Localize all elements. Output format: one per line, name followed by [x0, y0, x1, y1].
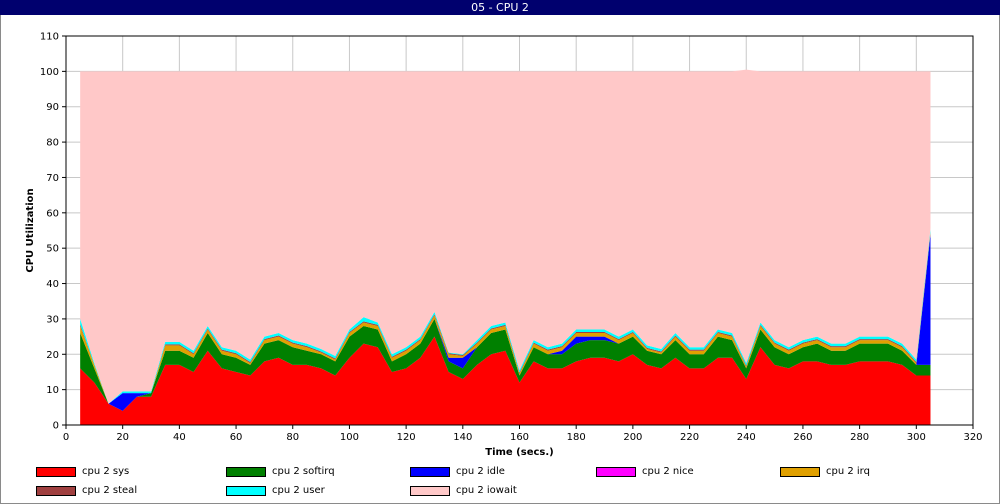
x-tick-label: 160 — [510, 432, 529, 443]
legend-item: cpu 2 softirq — [226, 466, 335, 480]
x-tick-label: 20 — [116, 432, 129, 443]
x-tick-label: 180 — [567, 432, 586, 443]
x-tick-label: 40 — [173, 432, 186, 443]
x-tick-label: 140 — [453, 432, 472, 443]
legend-swatch — [596, 467, 636, 477]
x-tick-label: 220 — [680, 432, 699, 443]
y-tick-label: 50 — [46, 244, 59, 255]
y-tick-label: 80 — [46, 138, 59, 149]
x-tick-label: 300 — [907, 432, 926, 443]
legend-swatch — [410, 486, 450, 496]
legend-label: cpu 2 idle — [456, 466, 505, 477]
legend-item: cpu 2 user — [226, 485, 325, 499]
legend-label: cpu 2 sys — [82, 466, 130, 477]
y-tick-label: 20 — [46, 350, 59, 361]
legend-swatch — [226, 486, 266, 496]
x-tick-label: 200 — [623, 432, 642, 443]
y-tick-label: 90 — [46, 102, 59, 113]
legend-label: cpu 2 steal — [82, 485, 138, 496]
x-tick-label: 320 — [963, 432, 982, 443]
legend-label: cpu 2 iowait — [456, 485, 517, 496]
legend-item: cpu 2 sys — [36, 466, 129, 480]
legend-swatch — [36, 486, 76, 496]
area-series-cpu-2-iowait — [80, 69, 931, 404]
cpu-utilization-chart: 0 20 40 60 80 100 120 140 160 180 200 220 240 260 280 3… — [25, 32, 983, 459]
chart-title: 05 - CPU 2 — [471, 1, 529, 14]
x-axis-label: Time (secs.) — [485, 447, 554, 458]
area-series-cpu-2-softirq — [80, 318, 931, 411]
legend-swatch — [226, 467, 266, 477]
x-tick-label: 260 — [793, 432, 812, 443]
y-tick-label: 60 — [46, 208, 59, 219]
x-tick-label: 0 — [63, 432, 69, 443]
chart-panel: 0 20 40 60 80 100 120 140 160 180 200 220 240 260 280 3… — [0, 15, 1000, 504]
legend-swatch — [36, 467, 76, 477]
x-axis-ticks: 0 20 40 60 80 100 120 140 160 180 200 220 240 260 280 3… — [63, 425, 983, 443]
x-tick-label: 280 — [850, 432, 869, 443]
x-tick-label: 120 — [397, 432, 416, 443]
stacked-areas — [80, 69, 931, 425]
y-axis-ticks: 0 10 20 30 40 50 60 70 80 90 100 110 — [40, 32, 66, 432]
y-tick-label: 40 — [46, 279, 59, 290]
legend-label: cpu 2 softirq — [272, 466, 335, 477]
legend-swatch — [780, 467, 820, 477]
y-tick-label: 100 — [40, 67, 59, 78]
legend-swatch — [410, 467, 450, 477]
legend-item: cpu 2 irq — [780, 466, 870, 480]
y-tick-label: 10 — [46, 385, 59, 396]
legend-item: cpu 2 nice — [596, 466, 694, 480]
y-tick-label: 0 — [53, 421, 59, 432]
legend-item: cpu 2 idle — [410, 466, 505, 480]
legend-item: cpu 2 steal — [36, 485, 137, 499]
y-tick-label: 70 — [46, 173, 59, 184]
chart-title-bar: 05 - CPU 2 — [0, 0, 1000, 15]
x-tick-label: 60 — [230, 432, 243, 443]
y-tick-label: 30 — [46, 314, 59, 325]
legend-item: cpu 2 iowait — [410, 485, 517, 499]
legend-label: cpu 2 nice — [642, 466, 694, 477]
area-series-cpu-2-sys — [80, 336, 931, 425]
legend-label: cpu 2 user — [272, 485, 325, 496]
y-tick-label: 110 — [40, 32, 59, 43]
chart-legend: cpu 2 sys cpu 2 softirq cpu 2 idle cpu 2 ni… — [36, 466, 976, 502]
legend-label: cpu 2 irq — [826, 466, 870, 477]
x-tick-label: 100 — [340, 432, 359, 443]
y-axis-label: CPU Utilization — [25, 188, 36, 272]
x-tick-label: 80 — [286, 432, 299, 443]
x-tick-label: 240 — [737, 432, 756, 443]
